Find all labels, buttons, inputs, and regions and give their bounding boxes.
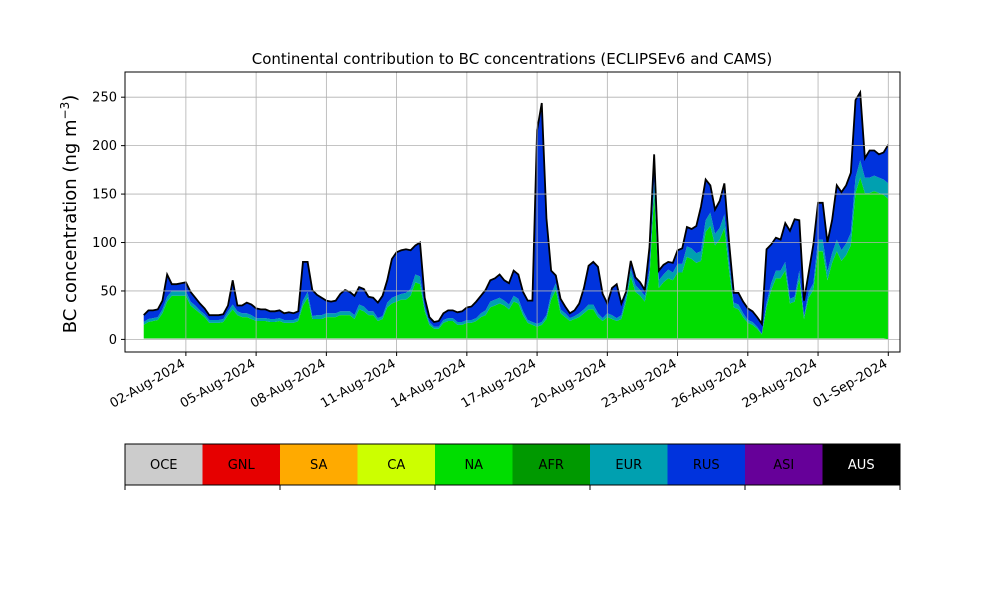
legend-item-na: NA: [435, 444, 513, 485]
y-axis-label-main: BC concentration (ng m: [60, 119, 81, 333]
x-tick-label: 05-Aug-2024: [178, 356, 258, 411]
grid: [125, 72, 900, 352]
total-line: [143, 89, 890, 327]
legend-item-eur: EUR: [590, 444, 668, 485]
legend-swatch: [280, 444, 358, 485]
legend-label: NA: [464, 458, 483, 473]
area-rus: [143, 92, 889, 334]
legend-label: ASI: [773, 458, 794, 473]
y-tick-label: 100: [92, 236, 117, 251]
chart-title: Continental contribution to BC concentra…: [252, 50, 773, 68]
x-tick-label: 02-Aug-2024: [108, 356, 188, 411]
x-tick-label: 14-Aug-2024: [389, 356, 469, 411]
y-axis-label: BC concentration (ng m−3): [58, 95, 81, 334]
legend-swatch: [357, 444, 435, 485]
legend-item-asi: ASI: [745, 444, 823, 485]
legend-swatch: [512, 444, 590, 485]
plot-area: 0 50 100 150 200 250 02-Aug-202405-Aug-202408-…: [92, 71, 901, 412]
legend-label: CA: [387, 458, 405, 473]
x-tick-label: 08-Aug-2024: [248, 356, 328, 411]
plot-frame: [124, 71, 901, 353]
legend-swatch: [202, 444, 280, 485]
legend-label: SA: [310, 458, 327, 473]
legend-label: AUS: [848, 458, 875, 473]
legend-frame: [124, 443, 901, 486]
x-tick-label: 11-Aug-2024: [318, 356, 398, 411]
legend-label: OCE: [150, 458, 178, 473]
y-tick-label: 150: [92, 188, 117, 203]
legend-item-ca: CA: [357, 444, 435, 485]
legend-label: EUR: [615, 458, 642, 473]
legend-item-sa: SA: [280, 444, 358, 485]
y-axis-label-close: ): [60, 95, 81, 102]
legend-item-rus: RUS: [667, 444, 745, 485]
legend-item-oce: OCE: [125, 444, 203, 485]
y-tick-label: 200: [92, 139, 117, 154]
area-eur: [143, 160, 889, 335]
legend-swatch: [667, 444, 745, 485]
legend-swatch: [435, 444, 513, 485]
x-tick-label: 29-Aug-2024: [740, 356, 820, 411]
legend-swatch: [125, 444, 203, 485]
stacked-areas: [143, 89, 890, 340]
y-axis-label-exponent: −3: [58, 102, 72, 120]
legend-label: GNL: [228, 458, 256, 473]
legend-label: RUS: [693, 458, 720, 473]
x-tick-label: 17-Aug-2024: [459, 356, 539, 411]
x-tick-label: 23-Aug-2024: [599, 356, 679, 411]
legend-item-gnl: GNL: [202, 444, 280, 485]
x-tick-label: 26-Aug-2024: [669, 356, 749, 411]
y-tick-label: 0: [109, 333, 117, 348]
legend-swatch: [590, 444, 668, 485]
y-tick-label: 50: [100, 284, 117, 299]
x-tick-label: 20-Aug-2024: [529, 356, 609, 411]
x-tick-label: 01-Sep-2024: [810, 356, 890, 411]
legend-item-afr: AFR: [512, 444, 590, 485]
area-na: [143, 177, 889, 340]
legend-label: AFR: [539, 458, 564, 473]
legend: OCE GNL SA CA NA AFR EUR RUS ASI AUS: [124, 443, 901, 490]
legend-swatch: [822, 444, 900, 485]
legend-item-aus: AUS: [822, 444, 900, 485]
legend-swatch: [745, 444, 823, 485]
y-tick-label: 250: [92, 91, 117, 106]
